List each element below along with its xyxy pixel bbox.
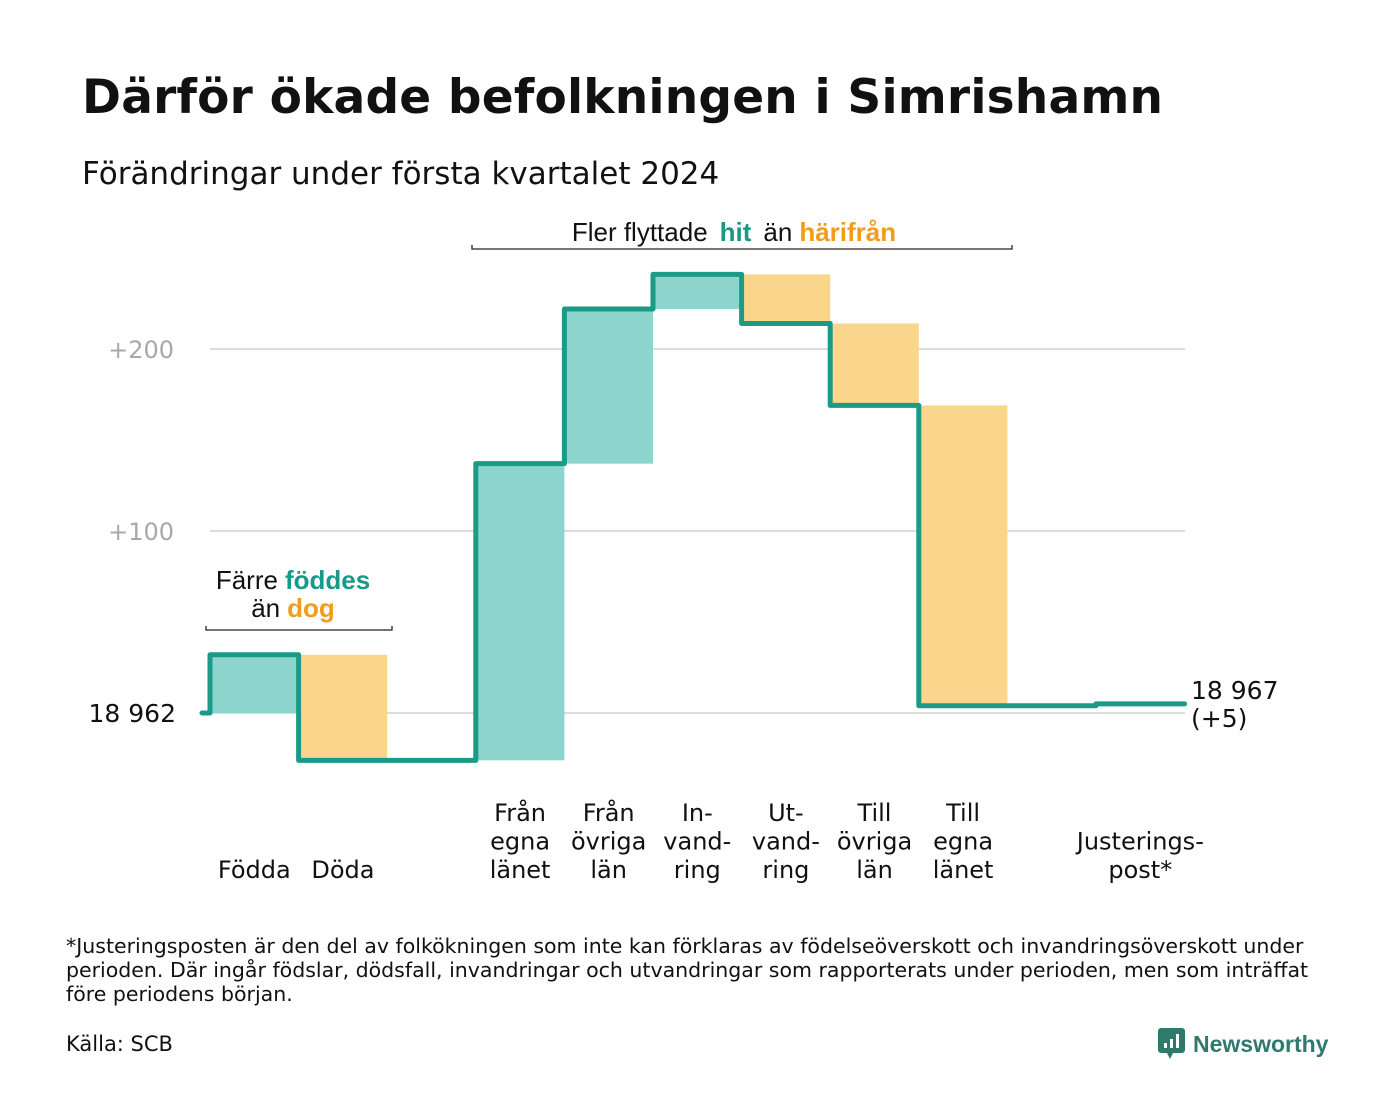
footnote: *Justeringsposten är den del av folkökni… xyxy=(66,934,1309,1006)
category-label: Till egna länet xyxy=(933,799,994,884)
category-label: Justerings-post* xyxy=(1075,828,1204,885)
y-tick-label: +200 xyxy=(108,336,174,364)
end-value-label: 18 967 xyxy=(1191,676,1278,705)
waterfall-bar xyxy=(830,323,919,406)
waterfall-bar xyxy=(918,405,1008,706)
running-total-line xyxy=(199,271,1188,763)
bars xyxy=(210,274,1185,761)
category-labels: Födda Döda Från egna länet Från övriga länIn-va… xyxy=(218,798,1204,884)
end-change-label: (+5) xyxy=(1191,704,1247,733)
annotation-migration: Fler flyttade hit än härifrån xyxy=(572,217,896,247)
category-label: In-vand-ring xyxy=(663,799,731,884)
category-label: Födda xyxy=(218,856,291,884)
category-label: Från egna länet xyxy=(490,798,551,884)
value-labels: 18 962 18 967(+5) xyxy=(89,676,1279,733)
chart-title: Därför ökade befolkningen i Simrishamn xyxy=(82,70,1164,125)
y-tick-label: +100 xyxy=(108,518,174,546)
chart-subtitle: Förändringar under första kvartalet 2024 xyxy=(82,156,720,192)
brand-logo: Newsworthy xyxy=(1158,1028,1328,1060)
baseline-value-label: 18 962 xyxy=(89,699,176,728)
category-label: Ut-vand-ring xyxy=(752,799,820,884)
source-note: Källa: SCB xyxy=(66,1032,173,1056)
waterfall-bar xyxy=(653,274,742,309)
annotation-births-deaths-line1: Färre föddes xyxy=(216,565,370,595)
category-label: Från övriga län xyxy=(571,798,646,884)
step-line xyxy=(199,271,1188,763)
annotation-bracket-migration xyxy=(471,245,1013,250)
annotation-births-deaths-line2: än dog xyxy=(251,593,335,623)
waterfall-bar xyxy=(475,463,565,761)
y-axis-ticks: +100 +200 xyxy=(108,336,174,546)
waterfall-bar xyxy=(210,654,299,713)
waterfall-bar xyxy=(741,274,831,324)
brand-name: Newsworthy xyxy=(1193,1030,1329,1057)
waterfall-bar xyxy=(298,654,388,761)
waterfall-bar xyxy=(564,308,653,464)
annotation-bracket-births-deaths xyxy=(205,626,393,631)
category-label: Till övriga län xyxy=(837,799,912,884)
category-label: Döda xyxy=(311,856,374,884)
newsworthy-logo-icon xyxy=(1158,1028,1185,1059)
